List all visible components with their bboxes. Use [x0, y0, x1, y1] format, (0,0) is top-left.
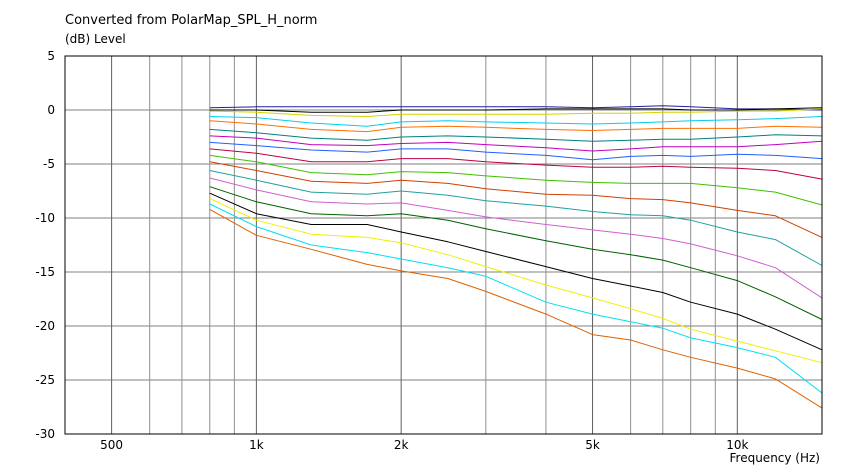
y-tick-label: -25	[35, 373, 55, 387]
series-line-8	[209, 141, 823, 161]
plot-frame	[64, 55, 823, 435]
series-line-3	[209, 108, 823, 117]
series-line-16	[209, 198, 823, 364]
chart-title: Converted from PolarMap_SPL_H_norm	[65, 13, 317, 28]
x-tick-label: 5k	[585, 438, 600, 452]
y-axis-label: (dB) Level	[65, 32, 126, 46]
y-tick-label: -30	[35, 427, 55, 441]
x-axis-label: Frequency (Hz)	[730, 451, 821, 465]
series-line-2	[209, 107, 823, 113]
series-line-7	[209, 135, 823, 152]
y-tick-label: -5	[43, 157, 55, 171]
series-line-4	[209, 116, 823, 127]
x-tick-label: 1k	[249, 438, 264, 452]
axis-ticks: 5 0 -5 -10 -15 -20 -25 -30 500 1k 2k 5k 10k	[35, 49, 748, 452]
series-line-12	[209, 170, 823, 266]
x-tick-label: 10k	[726, 438, 748, 452]
y-tick-label: 5	[47, 49, 55, 63]
series-line-15	[209, 192, 823, 351]
series-line-1	[209, 105, 823, 111]
y-tick-label: -10	[35, 211, 55, 225]
x-tick-label: 2k	[394, 438, 409, 452]
series-line-5	[209, 120, 823, 133]
series-line-18	[209, 208, 823, 409]
series-line-6	[209, 128, 823, 142]
series-line-13	[209, 177, 823, 299]
y-tick-label: 0	[47, 103, 55, 117]
series-line-11	[209, 161, 823, 238]
plot-grid	[65, 55, 822, 435]
series-line-14	[209, 186, 823, 320]
series-line-9	[209, 148, 823, 180]
y-tick-label: -20	[35, 319, 55, 333]
series-line-10	[209, 154, 823, 206]
x-tick-label: 500	[100, 438, 123, 452]
plot-series	[209, 105, 823, 409]
series-line-17	[209, 203, 823, 394]
y-tick-label: -15	[35, 265, 55, 279]
